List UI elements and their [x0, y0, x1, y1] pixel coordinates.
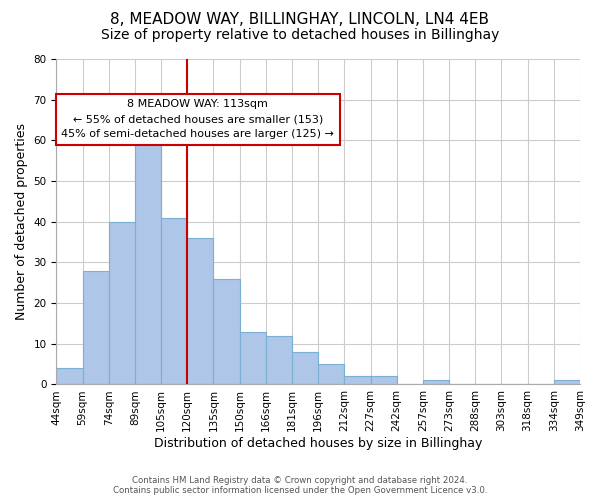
Bar — [161, 218, 187, 384]
Bar — [266, 336, 292, 384]
Text: 8 MEADOW WAY: 113sqm
← 55% of detached houses are smaller (153)
45% of semi-deta: 8 MEADOW WAY: 113sqm ← 55% of detached h… — [61, 100, 334, 139]
Text: Contains HM Land Registry data © Crown copyright and database right 2024.
Contai: Contains HM Land Registry data © Crown c… — [113, 476, 487, 495]
Bar — [109, 222, 135, 384]
Bar — [554, 380, 580, 384]
Bar — [344, 376, 371, 384]
Bar — [214, 278, 239, 384]
Bar — [371, 376, 397, 384]
Bar — [83, 270, 109, 384]
Bar — [135, 136, 161, 384]
Bar — [187, 238, 214, 384]
X-axis label: Distribution of detached houses by size in Billinghay: Distribution of detached houses by size … — [154, 437, 482, 450]
Bar — [239, 332, 266, 384]
Bar — [292, 352, 318, 384]
Bar — [318, 364, 344, 384]
Text: 8, MEADOW WAY, BILLINGHAY, LINCOLN, LN4 4EB: 8, MEADOW WAY, BILLINGHAY, LINCOLN, LN4 … — [110, 12, 490, 28]
Bar — [56, 368, 83, 384]
Text: Size of property relative to detached houses in Billinghay: Size of property relative to detached ho… — [101, 28, 499, 42]
Y-axis label: Number of detached properties: Number of detached properties — [15, 123, 28, 320]
Bar — [423, 380, 449, 384]
